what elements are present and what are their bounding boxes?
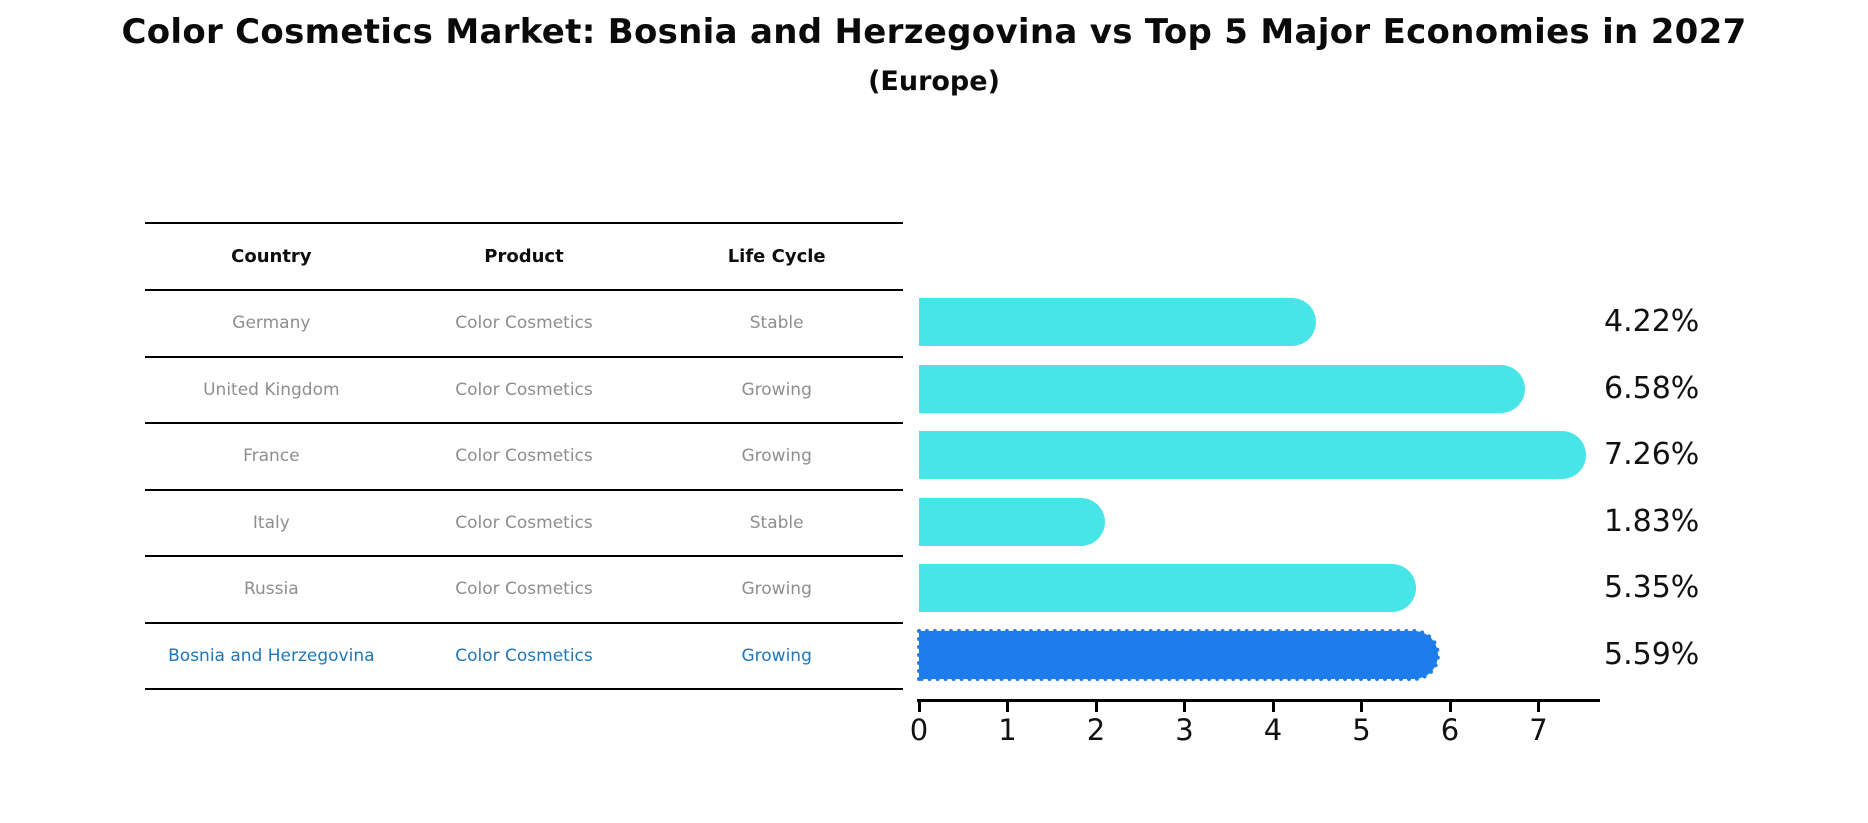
product-cell: Color Cosmetics (455, 313, 593, 334)
x-axis-tick (1537, 702, 1540, 712)
table-row: Italy Color Cosmetics Stable (145, 491, 903, 557)
product-cell: Color Cosmetics (455, 645, 593, 666)
bar (919, 497, 1105, 546)
country-cell: Germany (232, 313, 311, 334)
bar-value-label: 7.26% (1604, 437, 1700, 472)
country-cell: Bosnia and Herzegovina (168, 645, 375, 666)
life-cycle-cell: Stable (749, 512, 804, 533)
country-cell: Russia (243, 579, 299, 600)
x-axis-tick-label: 7 (1529, 713, 1548, 747)
x-axis-tick (1006, 702, 1009, 712)
header-life-cycle: Life Cycle (727, 246, 826, 267)
product-cell: Color Cosmetics (455, 379, 593, 400)
bar (919, 298, 1317, 346)
x-axis-tick-label: 1 (998, 713, 1017, 747)
data-table: Country Product Life Cycle Germany Color … (145, 222, 903, 690)
bar-value-label: 1.83% (1604, 503, 1700, 539)
table-row: France Color Cosmetics Growing (145, 424, 903, 491)
x-axis-line (917, 699, 1600, 702)
country-cell: United Kingdom (203, 379, 340, 400)
bar-highlighted (917, 628, 1440, 681)
x-axis-tick (1094, 702, 1098, 712)
header-country: Country (231, 246, 312, 267)
bar-value-label: 5.35% (1604, 570, 1700, 605)
bar-value-label: 5.59% (1604, 636, 1700, 672)
country-cell: Italy (252, 512, 290, 533)
life-cycle-cell: Growing (741, 379, 812, 400)
x-axis-tick (1183, 702, 1186, 712)
bar (919, 431, 1586, 479)
x-axis-tick-label: 3 (1175, 713, 1194, 747)
bar (919, 564, 1417, 612)
table-body: Germany Color Cosmetics Stable United Kingd… (145, 291, 903, 690)
table-row: Bosnia and Herzegovina Color Cosmetics Gro… (145, 624, 903, 690)
table-row: United Kingdom Color Cosmetics Growing (145, 358, 903, 424)
x-axis-tick-label: 4 (1263, 713, 1283, 747)
life-cycle-cell: Growing (741, 579, 812, 600)
x-axis-tick-label: 6 (1440, 713, 1460, 747)
x-axis-tick-label: 5 (1352, 713, 1371, 747)
table-row: Germany Color Cosmetics Stable (145, 291, 903, 358)
bar-value-label: 4.22% (1604, 304, 1700, 339)
x-axis-tick (1271, 702, 1275, 712)
chart-subtitle: (Europe) (868, 66, 1000, 97)
bar-value-label: 6.58% (1604, 370, 1700, 406)
product-cell: Color Cosmetics (455, 446, 593, 467)
x-axis-tick-label: 0 (909, 713, 929, 747)
table-header-row: Country Product Life Cycle (145, 224, 903, 291)
life-cycle-cell: Growing (741, 446, 812, 467)
country-cell: France (243, 446, 300, 467)
x-axis-tick (917, 702, 921, 712)
chart-title: Color Cosmetics Market: Bosnia and Herze… (121, 12, 1747, 52)
product-cell: Color Cosmetics (455, 512, 593, 533)
life-cycle-cell: Stable (749, 313, 804, 334)
x-axis-tick (1360, 702, 1363, 712)
header-product: Product (484, 246, 564, 267)
x-axis-tick (1448, 702, 1452, 712)
product-cell: Color Cosmetics (455, 579, 593, 600)
x-axis-tick-label: 2 (1086, 713, 1106, 747)
bar (919, 364, 1526, 413)
table-row: Russia Color Cosmetics Growing (145, 557, 903, 624)
life-cycle-cell: Growing (741, 645, 812, 666)
